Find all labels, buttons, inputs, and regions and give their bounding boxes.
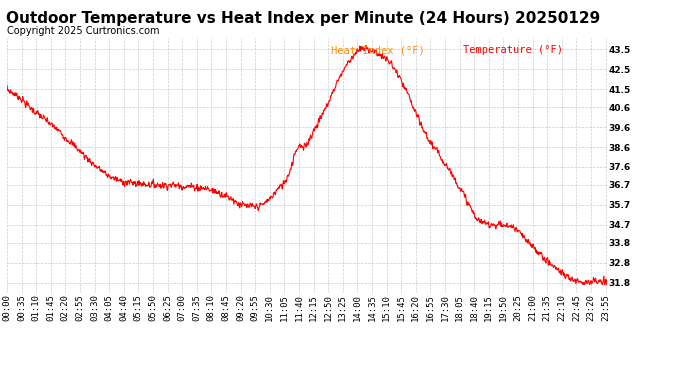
Text: Temperature (°F): Temperature (°F) [463,45,563,55]
Text: Copyright 2025 Curtronics.com: Copyright 2025 Curtronics.com [7,26,159,36]
Text: Heat Index (°F): Heat Index (°F) [331,45,425,55]
Text: Outdoor Temperature vs Heat Index per Minute (24 Hours) 20250129: Outdoor Temperature vs Heat Index per Mi… [6,11,601,26]
